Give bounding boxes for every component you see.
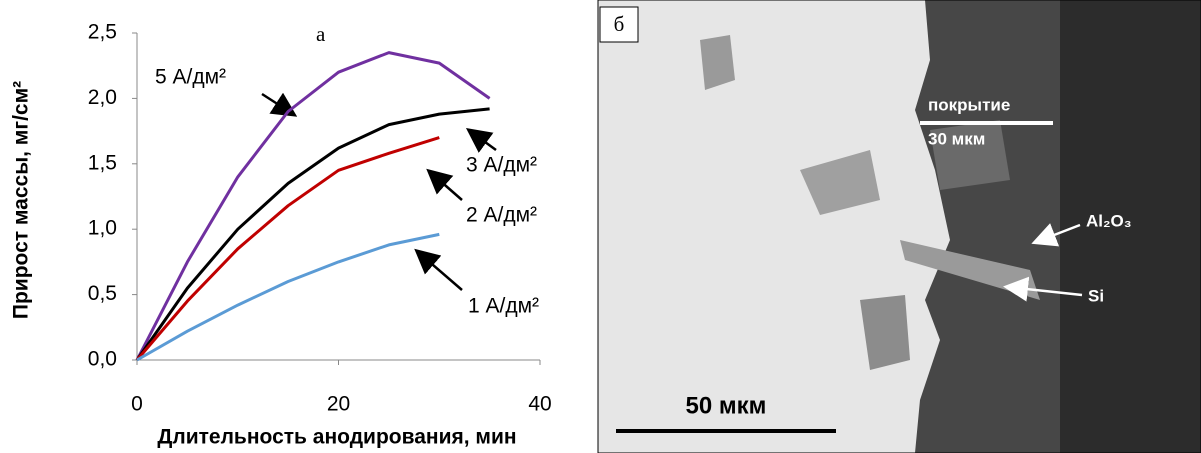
series-line xyxy=(137,138,439,360)
chart-title: а xyxy=(316,22,326,46)
series-label: 5 А/дм² xyxy=(155,66,226,89)
x-tick-label: 20 xyxy=(327,393,350,416)
x-tick-label: 40 xyxy=(528,393,551,416)
oxide-label: Al₂O₃ xyxy=(1086,211,1132,230)
silicon-label: Si xyxy=(1088,286,1104,305)
coating-thickness: 30 мкм xyxy=(928,129,985,148)
x-tick-label: 0 xyxy=(131,393,143,416)
figure: а Длительность анодирования, мин Прирост… xyxy=(0,0,1201,453)
annotation-arrows xyxy=(262,94,496,290)
coating-label: покрытие xyxy=(928,95,1010,114)
series-label: 3 А/дм² xyxy=(466,154,537,177)
micrograph: б покрытие 30 мкм Al₂O₃ Si 50 мкм xyxy=(598,0,1201,453)
y-tick-label: 1,0 xyxy=(88,217,117,240)
y-tick-label: 1,5 xyxy=(88,151,117,174)
y-tick-label: 2,5 xyxy=(88,21,117,44)
y-tick-label: 2,0 xyxy=(88,86,117,109)
series-label: 2 А/дм² xyxy=(466,204,537,227)
x-axis-label: Длительность анодирования, мин xyxy=(157,426,516,449)
y-axis-label: Прирост массы, мг/см² xyxy=(10,81,33,319)
series-label: 1 А/дм² xyxy=(468,295,539,318)
panel-label: б xyxy=(614,12,625,36)
scale-label: 50 мкм xyxy=(686,392,767,419)
y-tick-label: 0,0 xyxy=(88,348,117,371)
y-tick-label: 0,5 xyxy=(88,282,117,305)
series-line xyxy=(137,53,490,360)
